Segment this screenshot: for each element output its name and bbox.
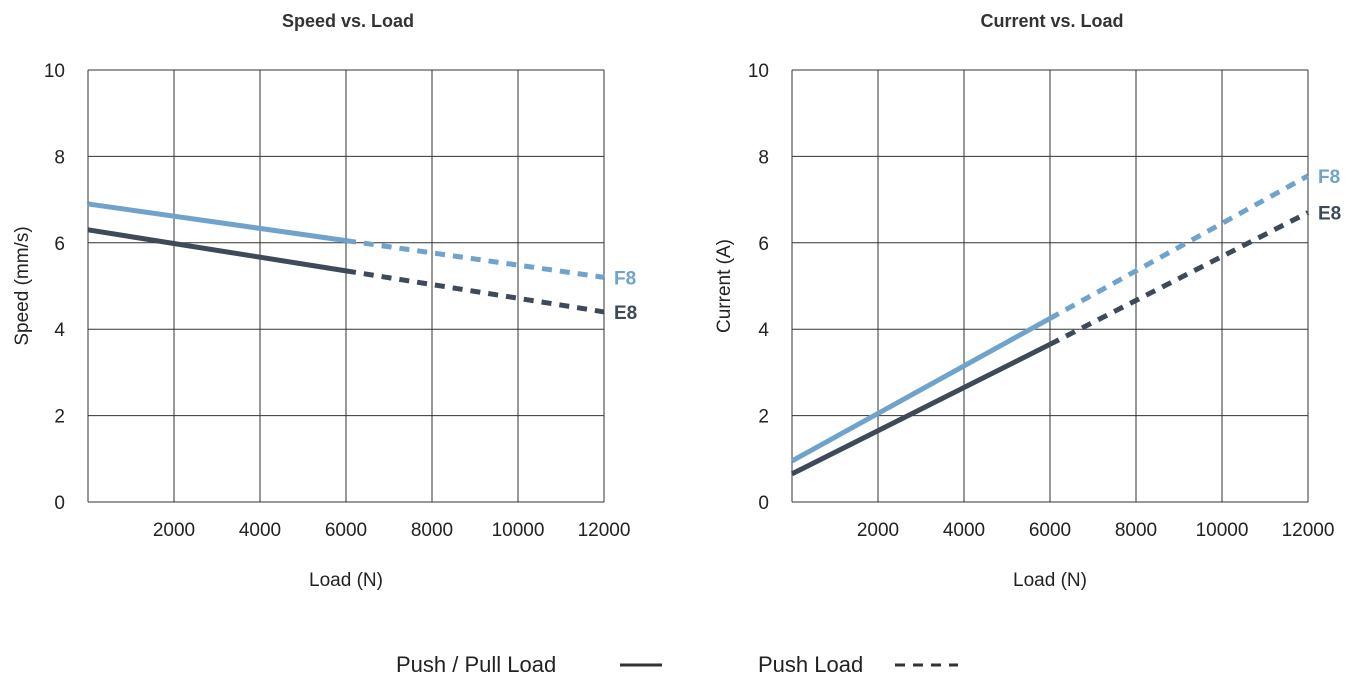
series-e8-solid-line: [87, 227, 347, 274]
y-tick-label: 10: [748, 61, 769, 82]
series-f8-solid-line: [790, 316, 1052, 464]
speed-vs-load-chart: Speed vs. Load 0 2 4 6 8 10 2000 4000 6000 8000 100…: [12, 11, 637, 591]
y-tick-label: 6: [758, 234, 769, 255]
series-f8-solid-line: [87, 201, 347, 244]
chart-title: Current vs. Load: [980, 11, 1123, 31]
x-tick-label: 12000: [578, 520, 631, 541]
x-tick-label: 8000: [411, 520, 453, 541]
series-label-f8: F8: [1318, 167, 1340, 188]
x-tick-label: 4000: [239, 520, 281, 541]
legend: Push / Pull Load Push Load: [396, 652, 958, 677]
x-tick-label: 10000: [1196, 520, 1249, 541]
y-axis-label: Current (A): [714, 239, 735, 333]
series-label-e8: E8: [614, 303, 637, 324]
chart-title: Speed vs. Load: [282, 11, 414, 31]
series-label-e8: E8: [1318, 204, 1341, 225]
y-tick-label: 2: [54, 407, 65, 428]
y-tick-label: 0: [54, 493, 65, 514]
y-tick-label: 8: [54, 147, 65, 168]
series-e8-dashed-line: [1048, 210, 1310, 347]
x-tick-label: 10000: [492, 520, 545, 541]
x-tick-label: 2000: [153, 520, 195, 541]
series-f8-dashed-line: [1048, 173, 1310, 321]
x-tick-label: 2000: [857, 520, 899, 541]
x-tick-label: 12000: [1282, 520, 1335, 541]
series-e8-dashed-line: [345, 268, 605, 315]
current-vs-load-chart: Current vs. Load 0 2 4 6 8 10 2000 4000 6000 8000 1…: [714, 11, 1341, 591]
y-tick-label: 6: [54, 234, 65, 255]
series-e8-solid-line: [790, 342, 1052, 477]
y-axis-label: Speed (mm/s): [12, 226, 33, 345]
x-tick-label: 8000: [1115, 520, 1157, 541]
x-axis-label: Load (N): [309, 570, 383, 591]
y-tick-label: 0: [758, 493, 769, 514]
y-tick-label: 2: [758, 407, 769, 428]
series-f8-dashed-line: [345, 238, 605, 280]
y-tick-label: 8: [758, 147, 769, 168]
x-tick-label: 6000: [325, 520, 367, 541]
y-tick-label: 4: [758, 320, 769, 341]
series-label-f8: F8: [614, 268, 636, 289]
y-tick-label: 10: [44, 61, 65, 82]
y-tick-label: 4: [54, 320, 65, 341]
legend-solid-label: Push / Pull Load: [396, 652, 556, 677]
x-tick-label: 6000: [1029, 520, 1071, 541]
x-axis-label: Load (N): [1013, 570, 1087, 591]
x-tick-label: 4000: [943, 520, 985, 541]
legend-dashed-label: Push Load: [758, 652, 863, 677]
